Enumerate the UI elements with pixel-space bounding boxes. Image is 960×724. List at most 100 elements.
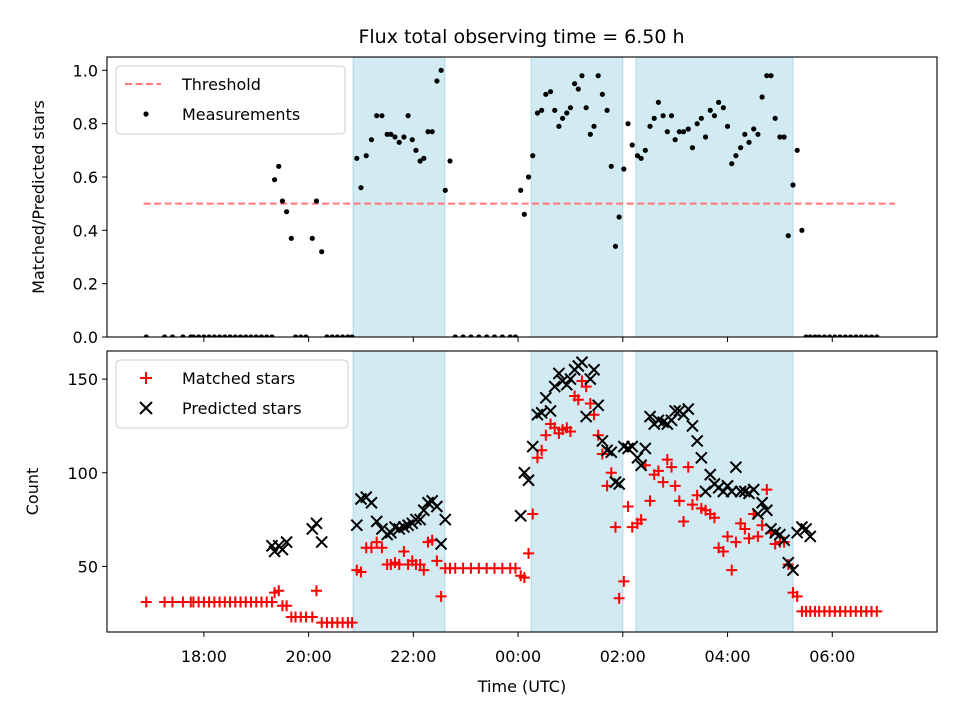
matched-point <box>531 452 543 464</box>
measurement-point <box>284 209 290 215</box>
matched-point <box>426 534 438 546</box>
predicted-point <box>695 451 708 464</box>
measurement-point <box>484 334 490 337</box>
measurement-point <box>720 105 726 111</box>
measurement-point <box>821 334 828 337</box>
x-tick-label: 06:00 <box>809 647 855 666</box>
measurement-point <box>672 137 678 143</box>
y-tick-label: 0.0 <box>73 328 98 347</box>
matched-point <box>572 394 584 406</box>
legend: Matched stars Predicted stars <box>115 359 349 429</box>
measurement-point <box>258 334 265 337</box>
measurement-point <box>401 134 407 140</box>
measurement-point <box>707 107 713 113</box>
matched-point <box>588 409 600 421</box>
y-tick-label: 100 <box>67 464 98 483</box>
predicted-point <box>631 451 644 464</box>
measurement-point <box>269 334 275 337</box>
measurement-point <box>425 129 431 135</box>
matched-point <box>371 536 383 548</box>
measurement-point <box>468 334 474 337</box>
legend-matched-swatch <box>140 372 152 384</box>
predicted-point <box>514 509 527 523</box>
measurement-point <box>447 158 453 164</box>
measurement-point <box>842 334 848 337</box>
measurement-point <box>288 235 294 241</box>
matched-point <box>644 495 656 507</box>
measurement-point <box>547 89 554 95</box>
measurement-point <box>604 107 610 113</box>
measurement-point <box>309 235 315 241</box>
predicted-point <box>782 556 795 569</box>
measurement-point <box>363 153 369 159</box>
matched-point <box>540 429 552 441</box>
predicted-point <box>804 530 817 543</box>
legend-box <box>115 359 349 429</box>
measurement-point <box>583 105 589 111</box>
measurement-point <box>759 94 765 100</box>
measurement-point <box>180 334 186 337</box>
measurement-point <box>827 334 833 337</box>
predicted-point <box>544 404 557 418</box>
shaded-interval-0 <box>352 351 446 632</box>
predicted-point <box>430 500 444 513</box>
measurement-point <box>530 153 536 159</box>
legend-label-measurements: Measurements <box>182 105 300 124</box>
measurement-point <box>868 334 875 337</box>
measurement-point <box>521 211 527 217</box>
measurement-point <box>237 334 244 337</box>
measurement-point <box>476 334 482 337</box>
predicted-point <box>668 404 682 418</box>
legend: Threshold Measurements <box>115 65 346 135</box>
measurement-point <box>552 107 558 113</box>
predicted-point <box>579 410 593 423</box>
matched-point <box>756 519 768 531</box>
plot-area <box>140 351 883 632</box>
measurement-point <box>499 334 505 337</box>
matched-point <box>584 397 596 409</box>
y-axis-label: Count <box>23 468 42 516</box>
x-tick-label: 00:00 <box>495 647 541 666</box>
matched-point <box>743 532 755 544</box>
measurement-point <box>625 121 631 127</box>
predicted-point <box>626 440 639 453</box>
matched-point <box>673 495 685 507</box>
matched-point <box>435 590 447 602</box>
measurement-point <box>777 134 783 140</box>
predicted-point <box>596 434 609 448</box>
predicted-point <box>439 513 452 526</box>
measurement-point <box>543 91 549 97</box>
matched-point <box>140 596 152 608</box>
matched-point <box>365 542 377 554</box>
measurement-point <box>858 334 864 337</box>
x-tick-label: 22:00 <box>390 647 436 666</box>
matched-point <box>605 467 617 479</box>
measurement-point <box>575 86 581 92</box>
measurement-point <box>452 334 458 337</box>
legend-label-predicted: Predicted stars <box>182 399 302 418</box>
measurement-point <box>253 334 259 337</box>
measurement-point <box>608 163 614 169</box>
predicted-point <box>560 378 573 391</box>
measurement-point <box>201 334 207 337</box>
matched-point <box>431 555 443 567</box>
measurement-point <box>790 182 796 188</box>
measurement-point <box>733 153 739 159</box>
shaded-interval-2 <box>635 57 794 337</box>
axes-frame <box>106 350 938 633</box>
predicted-point <box>384 526 398 539</box>
matched-point <box>730 536 742 548</box>
measurement-point <box>579 73 585 79</box>
predicted-point <box>276 543 289 556</box>
measurement-point <box>655 99 662 105</box>
matched-point <box>166 596 178 608</box>
predicted-point <box>634 459 648 472</box>
predicted-point <box>365 496 378 509</box>
measurement-point <box>413 147 419 153</box>
measurement-point <box>534 110 541 116</box>
measurement-point <box>755 131 761 137</box>
x-tick-label: 20:00 <box>286 647 332 666</box>
matched-point <box>761 484 773 496</box>
measurement-point <box>764 73 770 79</box>
